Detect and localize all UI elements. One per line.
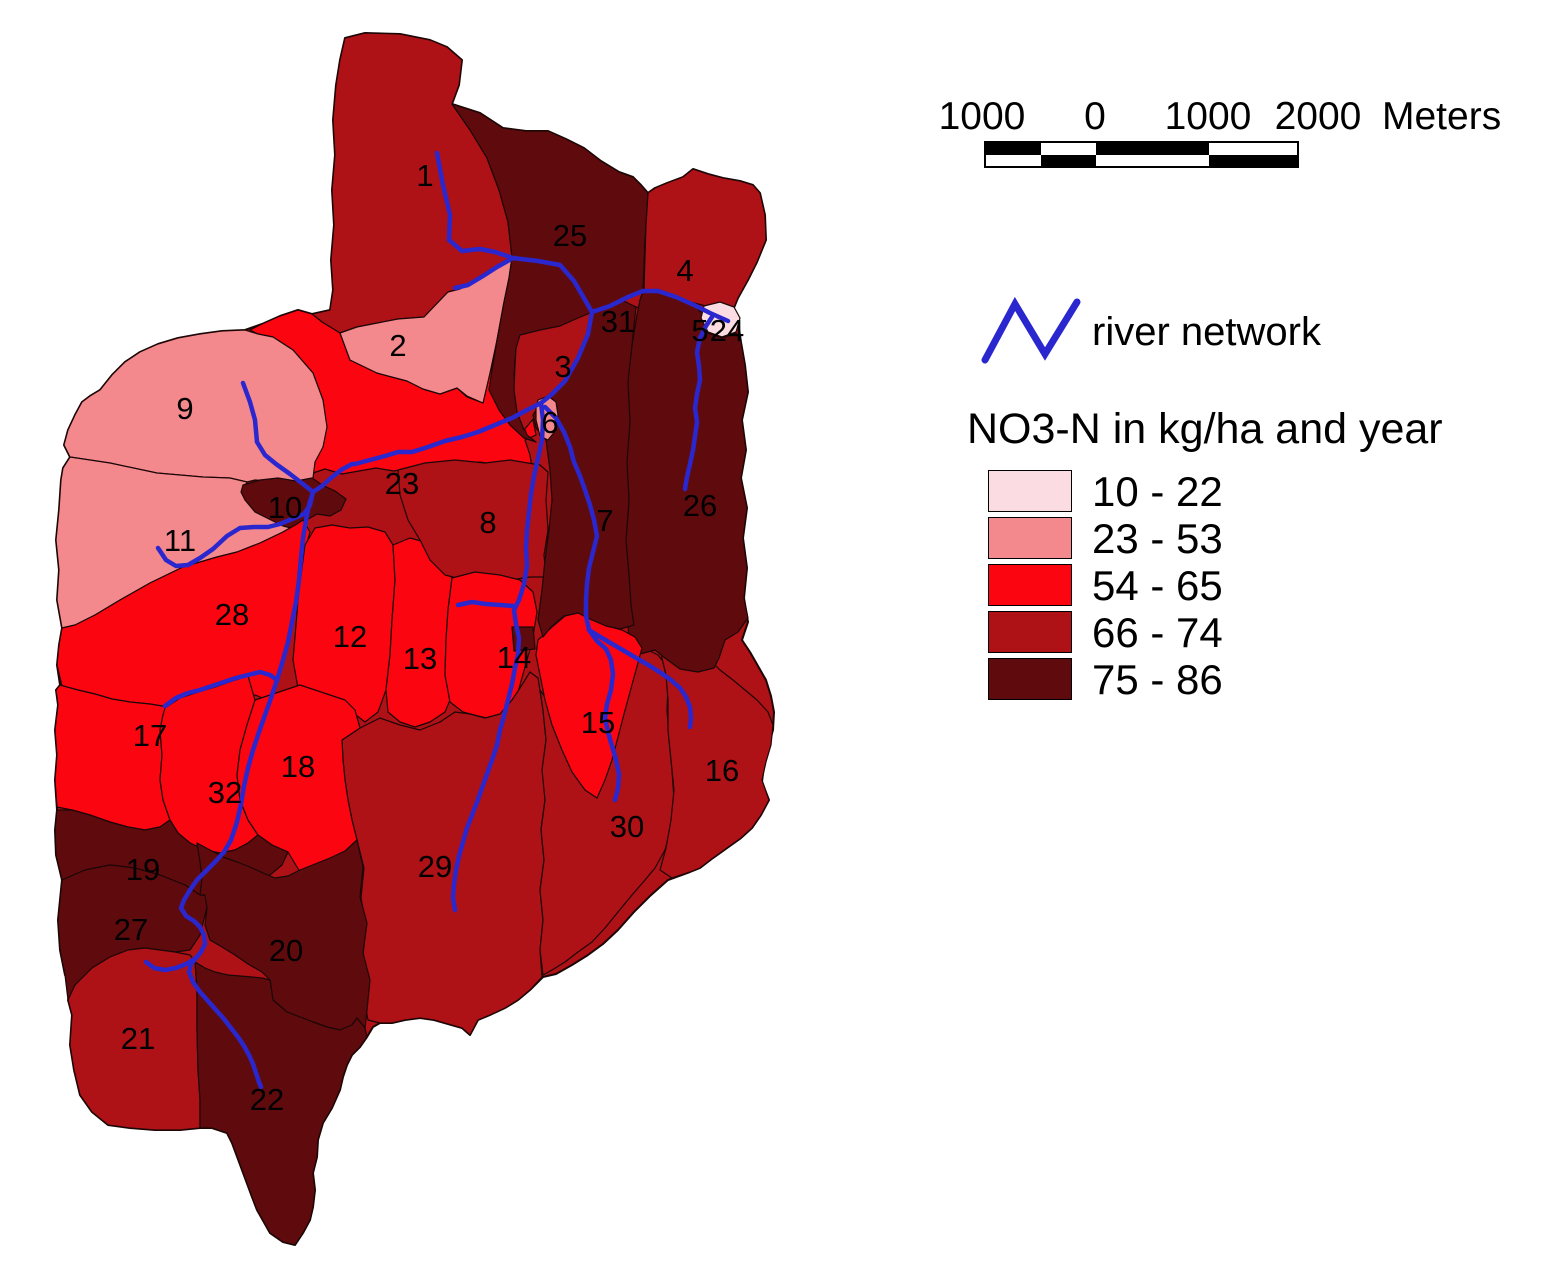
subbasin-label-17: 17 [133, 718, 167, 753]
legend-range-2: 23 - 53 [1092, 515, 1223, 562]
legend-range-3: 54 - 65 [1092, 562, 1223, 609]
subbasin-label-24: 24 [710, 313, 744, 348]
legend-swatch-4 [988, 611, 1072, 653]
scale-unit-label: Meters [1382, 95, 1502, 138]
river-reach-7 [240, 380, 316, 495]
subbasin-label-2: 2 [389, 328, 406, 363]
river-reach-17 [682, 314, 715, 492]
river-reach-14 [450, 400, 546, 913]
river-reach-12 [162, 669, 280, 709]
scale-bar-graphic [984, 141, 1299, 168]
subbasin-label-1: 1 [416, 158, 433, 193]
subbasin-label-6: 6 [541, 405, 558, 440]
scale-cell [1209, 143, 1297, 155]
river-reach-11 [143, 955, 199, 973]
subbasin-label-21: 21 [121, 1021, 155, 1056]
legend-range-5: 75 - 86 [1092, 656, 1223, 703]
subbasin-label-3: 3 [554, 349, 571, 384]
subbasin-label-31: 31 [601, 304, 635, 339]
legend-swatch-1 [988, 470, 1072, 512]
legend-river-label: river network [1092, 310, 1321, 354]
subbasin-label-23: 23 [385, 466, 419, 501]
scale-label-3: 2000 [1274, 95, 1362, 138]
scale-cell [1041, 143, 1096, 155]
subbasin-label-27: 27 [114, 912, 148, 947]
subbasin-label-9: 9 [176, 391, 193, 426]
subbasin-label-14: 14 [497, 640, 531, 675]
river-reach-1 [434, 150, 516, 261]
subbasin-label-25: 25 [553, 218, 587, 253]
subbasin-label-5: 5 [691, 313, 708, 348]
scale-cell [1096, 143, 1209, 155]
subbasin-label-13: 13 [403, 641, 437, 676]
subbasin-label-26: 26 [683, 488, 717, 523]
legend-title: NO3-N in kg/ha and year [967, 405, 1443, 453]
river-reach-5 [538, 309, 595, 406]
scale-label-2: 1000 [1164, 95, 1252, 138]
subbasin-label-7: 7 [596, 503, 613, 538]
river-zigzag-icon [981, 296, 1081, 364]
subbasin-label-29: 29 [418, 849, 452, 884]
scale-cell [1096, 154, 1209, 166]
legend-range-4: 66 - 74 [1092, 609, 1223, 656]
river-network-icon [981, 296, 1081, 364]
river-reach-2 [452, 255, 516, 291]
watershed-map-svg: 1232254313911102812138142930162615717321… [54, 32, 775, 1246]
subbasin-17 [54, 684, 171, 831]
watershed-map: 1 23 2 25 4 31 3 9 11 10 28 12 13 8 14 29 30 16 26 15 7 17 32 1… [54, 32, 775, 1246]
subbasin-2 [339, 257, 513, 404]
subbasin-18 [236, 684, 361, 873]
scale-cell [986, 143, 1041, 155]
subbasin-label-22: 22 [250, 1082, 284, 1117]
scale-cell [1041, 154, 1096, 166]
subbasin-label-32: 32 [208, 775, 242, 810]
river-reach-16 [586, 627, 694, 730]
subbasin-label-16: 16 [705, 753, 739, 788]
subbasin-label-11: 11 [164, 523, 196, 558]
river-reach-9 [310, 461, 358, 495]
legend-swatch-3 [988, 564, 1072, 606]
scale-cell [1209, 154, 1297, 166]
legend-swatch-2 [988, 517, 1072, 559]
legend-range-1: 10 - 22 [1092, 468, 1223, 515]
scale-label-0: 1000 [938, 95, 1026, 138]
river-reach-4 [589, 288, 731, 324]
subbasin-label-19: 19 [126, 852, 160, 887]
river-reach-8 [155, 489, 316, 569]
subbasin-label-8: 8 [479, 505, 496, 540]
river-reach-6 [352, 400, 544, 467]
subbasin-label-15: 15 [581, 705, 615, 740]
scale-label-1: 0 [1084, 95, 1106, 138]
river-reach-15 [542, 404, 622, 803]
subbasin-label-12: 12 [333, 619, 367, 654]
river-reach-3 [510, 255, 595, 315]
subbasin-label-18: 18 [281, 749, 315, 784]
scale-cell [986, 154, 1041, 166]
subbasin-label-4: 4 [676, 253, 693, 288]
subbasin-22 [194, 961, 368, 1246]
subbasin-label-10: 10 [268, 490, 302, 525]
river-reach-13 [455, 599, 517, 609]
subbasin-label-28: 28 [215, 597, 249, 632]
subbasin-label-30: 30 [610, 809, 644, 844]
river-reach-10 [178, 489, 316, 1090]
legend-swatch-5 [988, 658, 1072, 700]
subbasin-label-20: 20 [269, 933, 303, 968]
